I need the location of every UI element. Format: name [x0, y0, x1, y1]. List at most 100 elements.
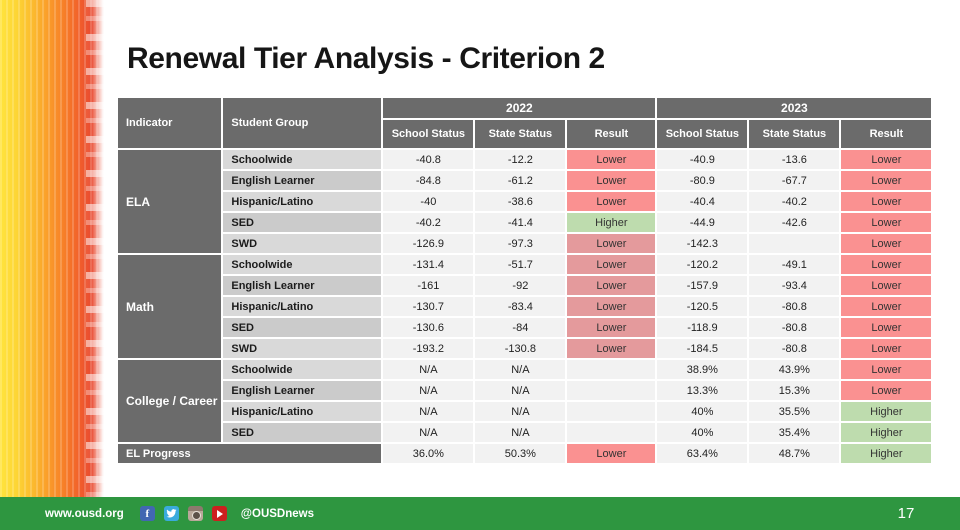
school-status-2023: 40% [657, 423, 748, 442]
school-status-2022: -131.4 [383, 255, 474, 274]
school-status-2022: -84.8 [383, 171, 474, 190]
school-status-2023: 38.9% [657, 360, 748, 379]
state-status-2022: -38.6 [475, 192, 566, 211]
section-ela: ELA Schoolwide -40.8 -12.2 Lower -40.9 -… [118, 150, 932, 253]
result-2022: Lower [567, 171, 656, 190]
col-header-student-group: Student Group [223, 98, 382, 148]
student-group-cell: Hispanic/Latino [223, 192, 382, 211]
state-status-2022: -41.4 [475, 213, 566, 232]
state-status-2023: 35.5% [749, 402, 840, 421]
renewal-tier-table-wrap: Indicator Student Group 2022 2023 School… [116, 96, 933, 465]
state-status-2023: 48.7% [749, 444, 840, 463]
state-status-2022: -97.3 [475, 234, 566, 253]
school-status-2023: -142.3 [657, 234, 748, 253]
state-status-2022: -61.2 [475, 171, 566, 190]
table-row: SED -130.6 -84 Lower -118.9 -80.8 Lower [118, 318, 932, 337]
state-status-2023: -40.2 [749, 192, 840, 211]
result-2022: Lower [567, 234, 656, 253]
state-status-2022: -84 [475, 318, 566, 337]
result-2022 [567, 423, 656, 442]
table-row: ELA Schoolwide -40.8 -12.2 Lower -40.9 -… [118, 150, 932, 253]
page-number: 17 [897, 505, 915, 522]
school-status-2022: 36.0% [383, 444, 474, 463]
footer-social-handle: @OUSDnews [240, 507, 314, 520]
school-status-2022: -40.8 [383, 150, 474, 169]
table-row: English Learner N/A N/A 13.3% 15.3% Lowe… [118, 381, 932, 400]
school-status-2023: -184.5 [657, 339, 748, 358]
section-el-progress: EL Progress 36.0% 50.3% Lower 63.4% 48.7… [118, 444, 932, 463]
result-2022: Lower [567, 339, 656, 358]
twitter-icon [163, 506, 179, 521]
col-header-state-status-2022: State Status [475, 120, 566, 148]
school-status-2023: -118.9 [657, 318, 748, 337]
result-2023: Lower [841, 276, 932, 295]
result-2023: Lower [841, 192, 932, 211]
school-status-2023: 40% [657, 402, 748, 421]
school-status-2022: -126.9 [383, 234, 474, 253]
result-2022: Lower [567, 150, 656, 169]
state-status-2022: N/A [475, 360, 566, 379]
state-status-2023: -80.8 [749, 339, 840, 358]
student-group-cell: SWD [223, 339, 382, 358]
result-2022: Lower [567, 297, 656, 316]
table-row: College / Career Schoolwide N/A N/A 38.9… [118, 360, 932, 442]
student-group-cell: SED [223, 318, 382, 337]
result-2023: Lower [841, 360, 932, 379]
school-status-2023: -120.2 [657, 255, 748, 274]
table-header: Indicator Student Group 2022 2023 School… [118, 98, 932, 148]
table-row: SWD -193.2 -130.8 Lower -184.5 -80.8 Low… [118, 339, 932, 358]
state-status-2023: 43.9% [749, 360, 840, 379]
result-2022: Lower [567, 318, 656, 337]
result-2023: Lower [841, 381, 932, 400]
col-header-year-2023: 2023 [657, 98, 932, 118]
result-2022 [567, 402, 656, 421]
result-2022: Lower [567, 444, 656, 463]
student-group-cell: Schoolwide [223, 255, 382, 274]
school-status-2023: 63.4% [657, 444, 748, 463]
table-row: SWD -126.9 -97.3 Lower -142.3 Lower [118, 234, 932, 253]
state-status-2023: -13.6 [749, 150, 840, 169]
school-status-2022: N/A [383, 360, 474, 379]
table-row: English Learner -161 -92 Lower -157.9 -9… [118, 276, 932, 295]
section-college-career: College / Career Schoolwide N/A N/A 38.9… [118, 360, 932, 442]
result-2023: Lower [841, 339, 932, 358]
state-status-2023: 15.3% [749, 381, 840, 400]
result-2022: Lower [567, 192, 656, 211]
state-status-2022: -83.4 [475, 297, 566, 316]
section-math: Math Schoolwide -131.4 -51.7 Lower -120.… [118, 255, 932, 358]
table-row: Hispanic/Latino -130.7 -83.4 Lower -120.… [118, 297, 932, 316]
footer-social-icons: f [139, 506, 227, 521]
school-status-2023: -40.4 [657, 192, 748, 211]
school-status-2023: -120.5 [657, 297, 748, 316]
result-2023: Lower [841, 213, 932, 232]
result-2022: Lower [567, 276, 656, 295]
result-2023: Lower [841, 171, 932, 190]
page-title: Renewal Tier Analysis - Criterion 2 [127, 42, 605, 75]
footer-website: www.ousd.org [45, 507, 124, 520]
student-group-cell: Hispanic/Latino [223, 297, 382, 316]
school-status-2022: -161 [383, 276, 474, 295]
school-status-2023: -157.9 [657, 276, 748, 295]
footer-bar: www.ousd.org f @OUSDnews 17 [0, 497, 960, 530]
table-row: SED -40.2 -41.4 Higher -44.9 -42.6 Lower [118, 213, 932, 232]
school-status-2022: -40 [383, 192, 474, 211]
school-status-2023: -40.9 [657, 150, 748, 169]
student-group-cell: SED [223, 213, 382, 232]
student-group-cell: Schoolwide [223, 150, 382, 169]
el-progress-label-cell: EL Progress [118, 444, 382, 463]
state-status-2022: 50.3% [475, 444, 566, 463]
result-2023: Lower [841, 234, 932, 253]
state-status-2023: -67.7 [749, 171, 840, 190]
result-2023: Higher [841, 444, 932, 463]
youtube-icon [211, 506, 227, 521]
instagram-icon [187, 506, 203, 521]
table-row: Hispanic/Latino N/A N/A 40% 35.5% Higher [118, 402, 932, 421]
school-status-2022: -130.6 [383, 318, 474, 337]
result-2023: Lower [841, 150, 932, 169]
state-status-2022: -130.8 [475, 339, 566, 358]
school-status-2023: 13.3% [657, 381, 748, 400]
state-status-2022: -12.2 [475, 150, 566, 169]
state-status-2023: -42.6 [749, 213, 840, 232]
student-group-cell: English Learner [223, 381, 382, 400]
